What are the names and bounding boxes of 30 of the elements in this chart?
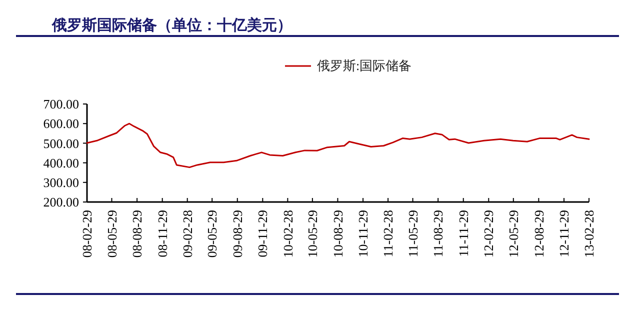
x-tick-label: 12-05-29: [506, 210, 521, 258]
x-tick-label: 08-11-29: [154, 210, 170, 258]
y-tick-label: 600.00: [43, 116, 79, 132]
x-tick-label: 11-11-29: [456, 210, 471, 257]
x-tick-label: 12-08-29: [531, 210, 546, 258]
x-tick-label: 12-11-29: [556, 210, 572, 258]
x-tick-label: 10-05-29: [304, 210, 320, 258]
y-tick-label: 700.00: [43, 96, 79, 112]
y-tick-label: 400.00: [43, 155, 79, 170]
x-tick-label: 08-02-29: [80, 210, 95, 258]
legend-label: 俄罗斯:国际储备: [317, 58, 412, 73]
x-tick-label: 09-05-29: [204, 210, 220, 258]
x-tick-label: 09-11-29: [255, 210, 270, 258]
x-tick-label: 08-05-29: [104, 210, 120, 258]
x-tick-label: 10-02-28: [280, 210, 296, 258]
x-tick-label: 08-08-29: [130, 210, 145, 258]
y-tick-label: 500.00: [43, 136, 79, 151]
line-series: [86, 122, 590, 168]
x-tick-label: 11-08-29: [430, 210, 446, 258]
y-tick-label: 300.00: [43, 174, 79, 190]
x-tick-label: 09-02-28: [180, 210, 195, 258]
x-tick-label: 10-08-29: [330, 210, 346, 258]
x-tick-label: 09-08-29: [230, 210, 245, 258]
chart-title: 俄罗斯国际储备（单位：十亿美元）: [51, 16, 292, 34]
x-tick-label: 13-02-28: [582, 210, 597, 258]
x-tick-label: 12-02-29: [481, 210, 496, 258]
x-tick-label: 11-05-29: [405, 210, 420, 258]
x-tick-label: 11-02-28: [380, 210, 396, 258]
y-tick-label: 200.00: [43, 194, 79, 210]
x-tick-label: 10-11-29: [356, 210, 371, 258]
